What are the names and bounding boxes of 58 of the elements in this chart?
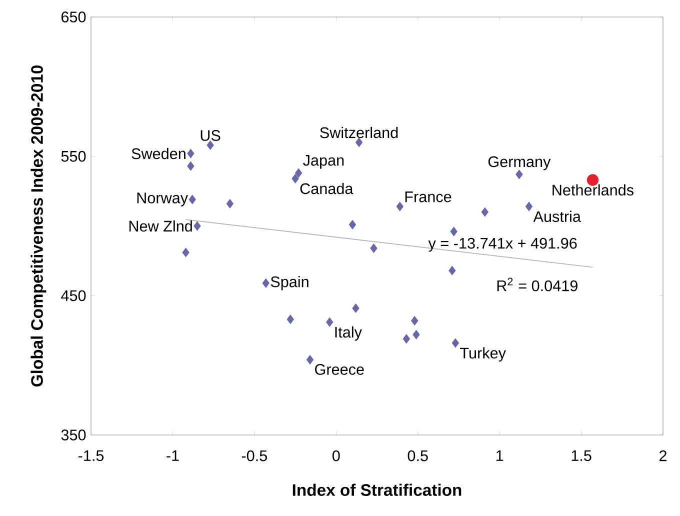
annotation: Austria [533,210,581,222]
annotation: New Zlnd [129,220,192,232]
point [292,174,299,184]
x-tick-label: 0.5 [408,450,428,462]
annotation: Netherlands [552,184,634,196]
x-tick-label: 1.5 [572,450,592,462]
point [370,244,378,253]
point [452,338,460,348]
point [516,170,523,180]
point [187,148,194,158]
x-tick-label: 1 [496,450,504,461]
annotation: US [200,130,220,141]
y-tick-label: 550 [61,150,86,162]
point [411,316,418,326]
point [188,194,196,204]
point [525,202,533,212]
x-axis-title: Index of Stratification [292,484,462,496]
point [481,207,488,217]
annotation: France [405,192,452,202]
x-tick-label: 2 [660,450,666,462]
point [448,266,456,276]
point [348,220,356,230]
point [450,226,458,236]
point [182,248,190,258]
y-tick-label: 650 [61,12,86,22]
annotation: Japan [303,155,344,169]
point [262,278,270,288]
x-tick-label: 0 [332,450,340,462]
annotation: Germany [488,156,551,170]
annotation: y = -13.741x + 491.96 [428,238,577,252]
annotation: Turkey [460,347,506,362]
annotation: Spain [270,276,308,290]
point [326,317,334,327]
annotation: Italy [335,326,362,341]
annotation: Canada [300,182,354,194]
annotation: Switzerland [320,126,398,138]
point [306,355,314,364]
y-axis-title: Global Competitiveness Index 2009-2010 [30,66,46,386]
x-tick-label: -1 [166,450,179,461]
point [187,161,194,171]
point [352,304,360,313]
y-tick-label: 450 [61,290,86,302]
point [396,202,404,212]
point [194,221,201,231]
x-tick-label: -1.5 [78,450,104,462]
point [286,314,294,324]
annotation: Norway [137,192,188,206]
point [226,199,234,208]
point [402,334,410,344]
annotation: Greece [315,364,364,375]
point [355,138,363,148]
y-tick-label: 350 [61,430,86,440]
annotation: Sweden [132,148,186,160]
x-tick-label: -0.5 [242,450,267,462]
point [206,140,214,150]
point [412,330,420,340]
annotation: R$^{2}$ = 0.0419 [497,278,578,292]
point [294,168,302,178]
